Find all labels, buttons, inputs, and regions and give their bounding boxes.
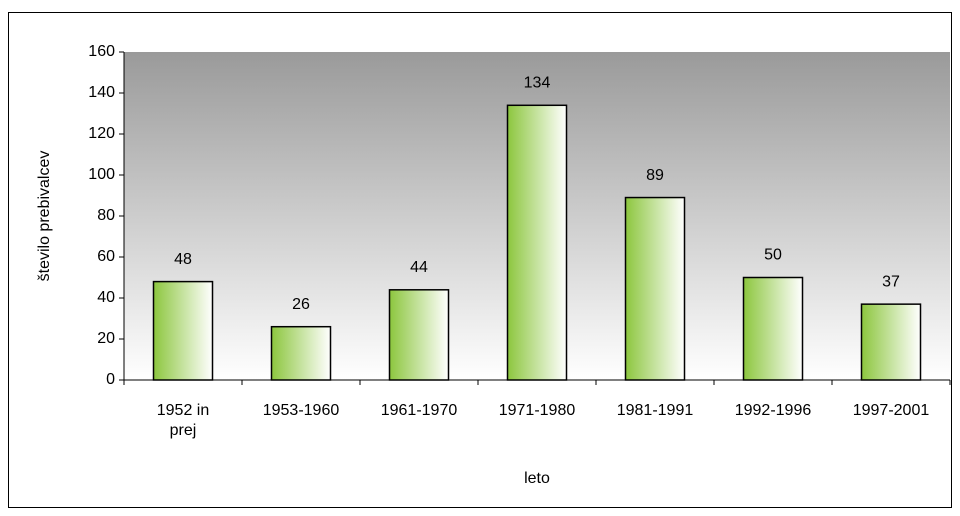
x-tick-label: 1961-1970 xyxy=(381,402,458,419)
y-tick-label: 160 xyxy=(88,43,115,60)
value-label: 134 xyxy=(524,75,551,92)
value-label: 48 xyxy=(174,251,192,268)
bar xyxy=(624,196,686,381)
x-tick-label: 1953-1960 xyxy=(263,402,340,419)
y-tick-label: 80 xyxy=(97,207,115,224)
x-tick-label: 1997-2001 xyxy=(853,402,930,419)
value-label: 26 xyxy=(292,296,310,313)
y-tick-label: 100 xyxy=(88,166,115,183)
y-tick-label: 40 xyxy=(97,289,115,306)
x-axis-label: leto xyxy=(524,470,550,487)
y-tick-label: 20 xyxy=(97,330,115,347)
x-tick-label: 1952 in prej xyxy=(157,402,210,439)
bar xyxy=(388,289,450,381)
bar xyxy=(270,325,332,381)
y-tick-label: 0 xyxy=(106,371,115,388)
x-tick-label: 1971-1980 xyxy=(499,402,576,419)
value-label: 89 xyxy=(646,167,664,184)
value-label: 50 xyxy=(764,247,782,264)
bar xyxy=(860,303,922,381)
value-label: 44 xyxy=(410,259,428,276)
x-tick-label: 1981-1991 xyxy=(617,402,694,419)
y-axis-label: število prebivalcev xyxy=(36,151,53,282)
y-tick-label: 60 xyxy=(97,248,115,265)
bar xyxy=(742,276,804,381)
y-tick-label: 120 xyxy=(88,125,115,142)
value-label: 37 xyxy=(882,273,900,290)
bar xyxy=(152,280,214,381)
y-tick-label: 140 xyxy=(88,84,115,101)
x-tick-label: 1992-1996 xyxy=(735,402,812,419)
bar xyxy=(506,104,568,381)
